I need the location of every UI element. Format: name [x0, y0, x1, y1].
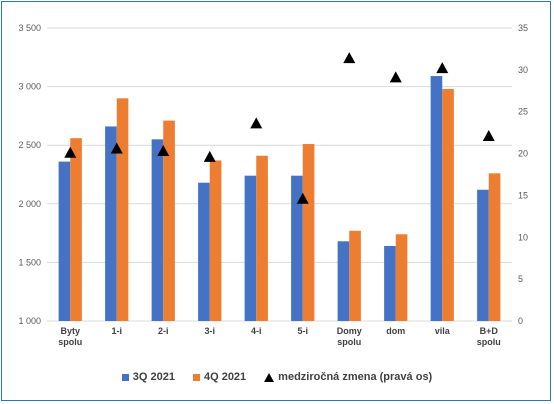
- x-tick-label: dom: [386, 326, 405, 336]
- bar-3q-2021: [384, 245, 396, 321]
- bar-4q-2021: [442, 88, 454, 321]
- y-left-tick-label: 3 500: [18, 23, 41, 33]
- bar-4q-2021: [116, 98, 129, 321]
- yoy-change-marker: [482, 129, 495, 141]
- legend: 3Q 2021 4Q 2021 medziročná zmena (pravá …: [0, 371, 554, 383]
- y-right-tick-label: 20: [518, 149, 528, 159]
- yoy-change-marker: [157, 145, 170, 157]
- legend-item-yoy-change: medziročná zmena (pravá os): [264, 371, 432, 383]
- legend-label-4q-2021: 4Q 2021: [203, 371, 247, 383]
- x-tick-label: 4-i: [251, 326, 262, 336]
- bar-4q-2021: [395, 234, 408, 321]
- legend-swatch-4q-2021: [192, 373, 200, 381]
- bar-4q-2021: [256, 155, 268, 321]
- x-tick-label: 2-i: [158, 326, 169, 336]
- bar-4q-2021: [209, 160, 222, 321]
- yoy-change-marker: [250, 117, 263, 129]
- bar-4q-2021: [349, 230, 361, 321]
- y-right-tick-label: 30: [518, 65, 528, 75]
- x-tick-label: 5-i: [297, 326, 308, 336]
- bar-4q-2021: [488, 173, 501, 321]
- y-right-tick-label: 10: [518, 232, 528, 242]
- bar-3q-2021: [477, 189, 489, 321]
- bar-3q-2021: [430, 76, 443, 321]
- y-right-tick-label: 5: [518, 274, 523, 284]
- x-tick-label: 1-i: [111, 326, 122, 336]
- bar-3q-2021: [58, 161, 71, 321]
- y-right-tick-label: 25: [518, 107, 528, 117]
- bar-3q-2021: [198, 182, 210, 321]
- yoy-change-marker: [343, 52, 356, 64]
- x-tick-label: Domy spolu: [337, 326, 362, 347]
- bar-4q-2021: [70, 138, 82, 321]
- bar-3q-2021: [291, 175, 303, 321]
- y-left-tick-label: 2 500: [18, 140, 41, 150]
- yoy-change-marker: [296, 192, 309, 204]
- x-tick-label: B+D spolu: [477, 326, 501, 347]
- y-right-tick-label: 15: [518, 190, 528, 200]
- yoy-change-marker: [110, 142, 123, 154]
- legend-item-4q-2021: 4Q 2021: [192, 371, 247, 383]
- bar-3q-2021: [244, 175, 257, 321]
- bar-3q-2021: [105, 126, 117, 321]
- y-left-tick-label: 3 000: [18, 82, 41, 92]
- legend-label-3q-2021: 3Q 2021: [132, 371, 175, 383]
- y-left-tick-label: 2 000: [18, 199, 41, 209]
- x-tick-label: 3-i: [204, 326, 215, 336]
- legend-item-3q-2021: 3Q 2021: [121, 371, 175, 383]
- triangle-marker-icon: [264, 372, 275, 382]
- x-tick-label: vila: [435, 326, 451, 336]
- y-left-tick-label: 1 000: [18, 316, 41, 326]
- yoy-change-marker: [436, 62, 449, 74]
- bar-3q-2021: [337, 241, 350, 321]
- bar-4q-2021: [302, 144, 315, 321]
- yoy-change-marker: [64, 146, 77, 158]
- bar-4q-2021: [163, 120, 175, 321]
- legend-label-yoy-change: medziročná zmena (pravá os): [278, 371, 433, 383]
- bar-3q-2021: [151, 139, 164, 321]
- legend-swatch-3q-2021: [121, 373, 129, 381]
- x-tick-label: Byty spolu: [58, 326, 82, 347]
- yoy-change-marker: [389, 71, 402, 83]
- y-right-tick-label: 35: [518, 23, 528, 33]
- yoy-change-marker: [203, 150, 216, 162]
- y-left-tick-label: 1 500: [18, 257, 41, 267]
- y-right-tick-label: 0: [518, 316, 523, 326]
